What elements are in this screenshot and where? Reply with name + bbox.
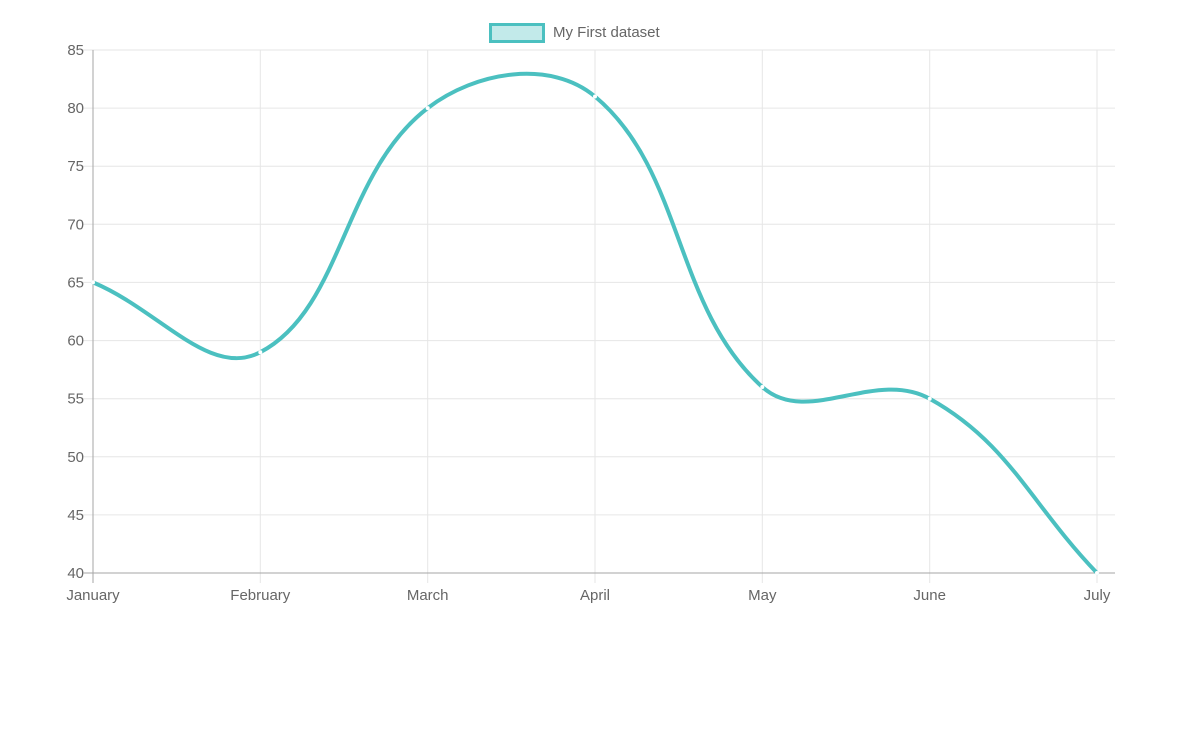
legend-swatch-icon <box>489 23 545 43</box>
data-point[interactable] <box>593 94 597 99</box>
x-tick-label: June <box>913 587 946 604</box>
x-tick-label: May <box>748 587 777 604</box>
x-tick-label: February <box>230 587 291 604</box>
y-tick-label: 70 <box>67 216 84 233</box>
y-tick-label: 60 <box>67 333 84 350</box>
legend-label: My First dataset <box>553 24 660 41</box>
x-tick-label: July <box>1084 587 1111 604</box>
y-tick-label: 65 <box>67 274 84 291</box>
data-point[interactable] <box>91 280 95 285</box>
legend-item[interactable]: My First dataset <box>489 23 660 43</box>
x-tick-label: January <box>66 587 120 604</box>
x-tick-label: March <box>407 587 449 604</box>
data-point[interactable] <box>425 106 430 111</box>
y-tick-label: 80 <box>67 100 84 117</box>
y-tick-label: 50 <box>67 449 84 466</box>
y-tick-label: 40 <box>67 565 84 582</box>
x-tick-label: April <box>580 587 610 604</box>
y-tick-label: 45 <box>67 507 84 524</box>
data-point[interactable] <box>1095 571 1099 575</box>
data-point[interactable] <box>760 385 765 389</box>
data-point[interactable] <box>927 396 932 401</box>
data-point[interactable] <box>258 350 263 355</box>
y-tick-label: 85 <box>67 42 84 59</box>
y-tick-label: 55 <box>67 391 84 408</box>
y-tick-label: 75 <box>67 158 84 175</box>
